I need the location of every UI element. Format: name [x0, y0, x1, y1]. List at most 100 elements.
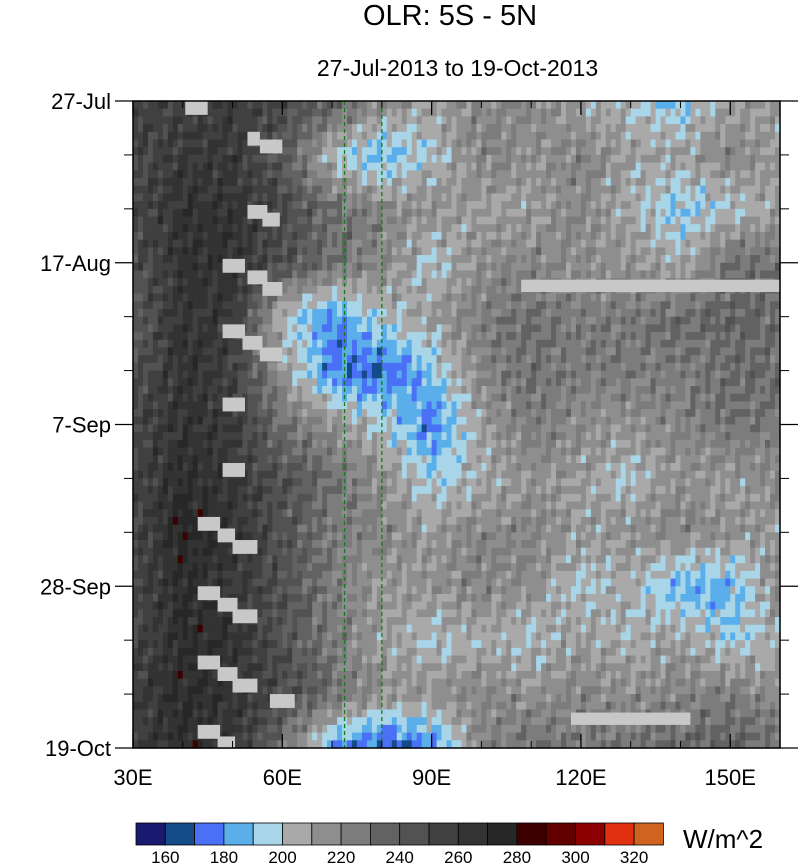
contour-cell	[202, 640, 209, 649]
contour-cell	[292, 670, 298, 680]
contour-cell	[237, 647, 244, 657]
contour-cell	[252, 470, 259, 480]
contour-cell	[133, 540, 139, 549]
contour-cell	[222, 162, 229, 171]
contour-cell	[232, 524, 239, 533]
contour-cell	[292, 201, 298, 210]
contour-cell	[167, 385, 174, 395]
contour-cell	[411, 139, 418, 148]
contour-cell	[361, 308, 368, 318]
contour-cell	[391, 424, 398, 433]
contour-cell	[182, 655, 189, 664]
contour-cell	[406, 478, 413, 487]
contour-cell	[351, 285, 358, 295]
contour-cell	[187, 486, 194, 495]
contour-cell	[177, 224, 184, 233]
contour-cell	[337, 670, 343, 680]
contour-cell	[307, 547, 313, 557]
contour-cell	[133, 478, 139, 487]
contour-cell	[252, 624, 259, 634]
contour-cell	[361, 717, 368, 726]
contour-cell	[396, 478, 403, 487]
contour-cell	[312, 732, 318, 741]
contour-cell	[147, 493, 154, 503]
contour-cell	[267, 717, 273, 726]
contour-cell	[152, 478, 159, 487]
contour-cell	[187, 224, 194, 233]
contour-cell	[172, 362, 179, 372]
contour-cell	[327, 147, 333, 156]
contour-cell	[322, 470, 328, 480]
contour-cell	[137, 439, 144, 449]
contour-cell	[262, 670, 268, 680]
contour-cell	[137, 570, 144, 580]
contour-cell	[133, 401, 139, 410]
contour-cell	[262, 162, 268, 171]
contour-cell	[307, 709, 313, 718]
contour-cell	[282, 447, 288, 456]
contour-cell	[192, 262, 199, 272]
contour-cell	[366, 262, 373, 272]
contour-cell	[351, 578, 358, 587]
contour-cell	[207, 509, 214, 518]
contour-cell	[207, 701, 214, 711]
contour-cell	[217, 255, 224, 264]
contour-cell	[342, 586, 348, 595]
contour-cell	[386, 316, 393, 325]
contour-cell	[232, 509, 239, 518]
contour-cell	[292, 362, 298, 372]
contour-cell	[317, 493, 323, 503]
contour-cell	[227, 640, 234, 649]
contour-cell	[307, 208, 313, 218]
contour-cell	[337, 108, 343, 117]
contour-cell	[272, 470, 278, 480]
contour-cell	[282, 401, 288, 410]
contour-cell	[222, 154, 229, 164]
contour-cell	[292, 432, 298, 441]
contour-cell	[376, 201, 383, 210]
contour-cell	[421, 108, 428, 117]
contour-cell	[257, 709, 263, 718]
contour-cell	[162, 740, 169, 749]
contour-cell	[371, 701, 378, 711]
contour-cell	[297, 124, 303, 133]
contour-cell	[202, 385, 209, 395]
contour-cell	[282, 239, 288, 248]
contour-cell	[167, 301, 174, 310]
contour-cell	[222, 432, 229, 441]
contour-cell	[297, 617, 303, 626]
contour-cell	[396, 724, 403, 734]
contour-cell	[147, 239, 154, 248]
contour-cell	[366, 131, 373, 141]
contour-cell	[391, 632, 398, 641]
contour-cell	[227, 247, 234, 256]
contour-cell	[396, 655, 403, 664]
contour-cell	[426, 285, 433, 295]
contour-cell	[277, 540, 283, 549]
contour-cell	[361, 401, 368, 410]
contour-cell	[192, 686, 199, 695]
contour-cell	[222, 547, 229, 557]
contour-cell	[197, 486, 204, 495]
contour-cell	[347, 255, 353, 264]
contour-cell	[152, 470, 159, 480]
contour-cell	[396, 170, 403, 179]
contour-cell	[307, 640, 313, 649]
contour-cell	[302, 578, 308, 587]
contour-cell	[411, 378, 418, 387]
contour-cell	[282, 570, 288, 580]
contour-cell	[172, 624, 179, 634]
contour-cell	[182, 355, 189, 364]
contour-cell	[366, 355, 373, 364]
contour-cell	[247, 570, 254, 580]
contour-cell	[351, 362, 358, 372]
contour-cell	[322, 663, 328, 672]
contour-cell	[147, 355, 154, 364]
contour-cell	[297, 316, 303, 325]
contour-cell	[322, 401, 328, 410]
contour-cell	[391, 201, 398, 210]
contour-cell	[292, 447, 298, 456]
contour-cell	[356, 717, 363, 726]
contour-cell	[406, 347, 413, 356]
contour-cell	[133, 694, 139, 703]
